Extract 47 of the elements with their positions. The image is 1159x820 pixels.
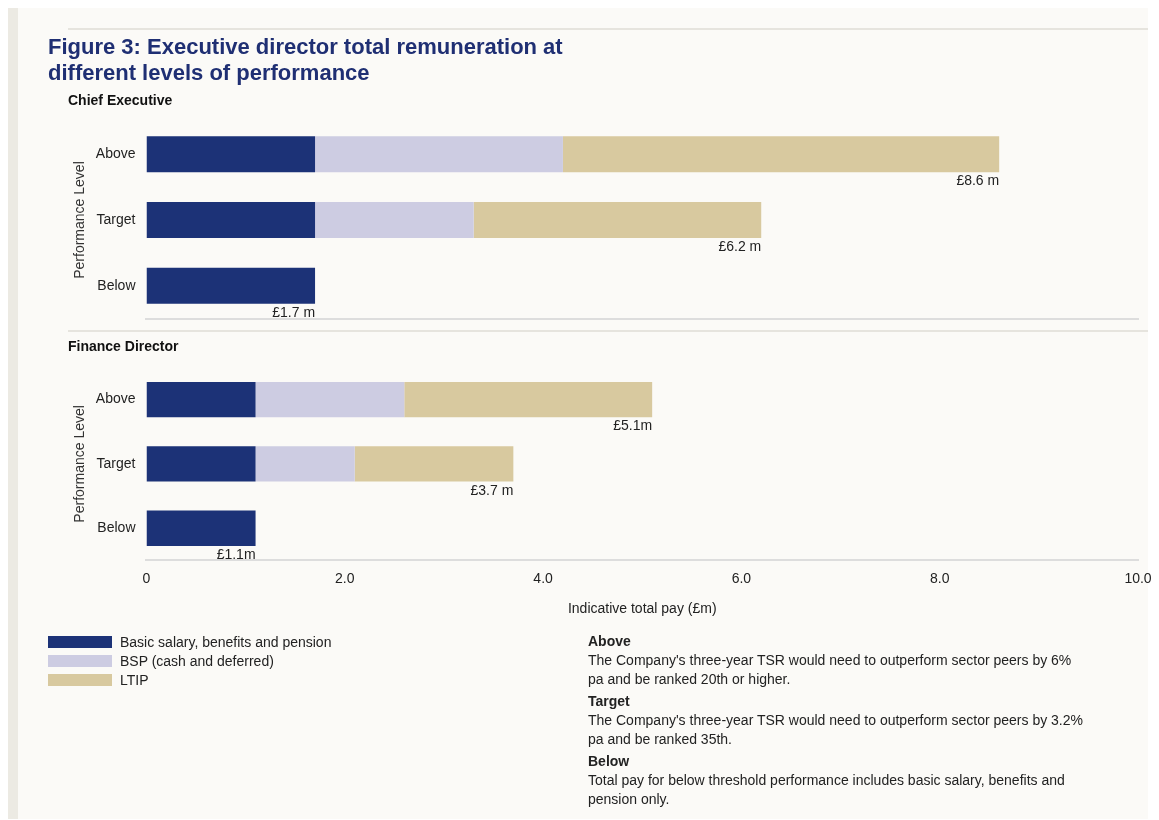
bar: [146, 381, 256, 418]
y-axis-title: Performance Level: [71, 161, 88, 279]
x-tick-label: 10.0: [1124, 569, 1152, 586]
legend-label: Basic salary, benefits and pension: [120, 633, 332, 650]
x-tick-label: 6.0: [731, 569, 752, 586]
text: Above: [588, 632, 632, 651]
chart-subtitle: Chief Executive: [68, 92, 174, 108]
y-tick-label: Above: [95, 390, 136, 407]
total-label: £5.1m: [613, 417, 653, 434]
total-label: £1.1m: [216, 546, 256, 563]
text: Below: [588, 752, 631, 771]
bar: [255, 381, 405, 418]
legend-label: LTIP: [120, 671, 149, 688]
text: The Company's three-year TSR would need to outperform sector peers by 3.2% pa and be ranked 35th.: [588, 711, 1084, 749]
bar: [354, 446, 514, 482]
bar: [146, 510, 256, 546]
y-tick-label: Below: [97, 519, 137, 536]
bar: [146, 446, 256, 482]
x-axis-title: Indicative total pay (£m): [567, 600, 717, 617]
y-tick-label: Target: [96, 210, 136, 227]
chart-subtitle: Finance Director: [68, 338, 180, 354]
y-tick-label: Below: [97, 276, 137, 293]
x-tick-label: 4.0: [533, 569, 554, 586]
text: The Company's three-year TSR would need to outperform sector peers by 6% pa and be ranked 20th or higher.: [588, 651, 1073, 689]
bar: [315, 201, 474, 239]
bar: [404, 381, 653, 418]
bar: [146, 136, 316, 173]
text: Total pay for below threshold performance includes basic salary, benefits and pension only.: [588, 771, 1066, 809]
bar: [562, 136, 1000, 173]
y-tick-label: Above: [95, 145, 136, 162]
bar: [146, 201, 316, 239]
chart-title: Figure 3: Executive director total remuneration at different levels of performance: [48, 34, 564, 86]
total-label: £6.2 m: [718, 237, 762, 254]
x-tick-label: 0: [142, 569, 151, 586]
bar: [146, 267, 316, 304]
x-tick-label: 8.0: [929, 569, 950, 586]
text: Target: [588, 692, 631, 711]
y-tick-label: Target: [96, 454, 136, 471]
total-label: £1.7 m: [272, 303, 316, 320]
total-label: £8.6 m: [956, 172, 1000, 189]
bar: [255, 446, 355, 482]
y-axis-title: Performance Level: [71, 405, 88, 523]
legend-label: BSP (cash and deferred): [120, 652, 274, 669]
bar: [473, 201, 762, 239]
x-tick-label: 2.0: [335, 569, 355, 586]
bar: [315, 136, 563, 173]
total-label: £3.7 m: [470, 481, 514, 498]
